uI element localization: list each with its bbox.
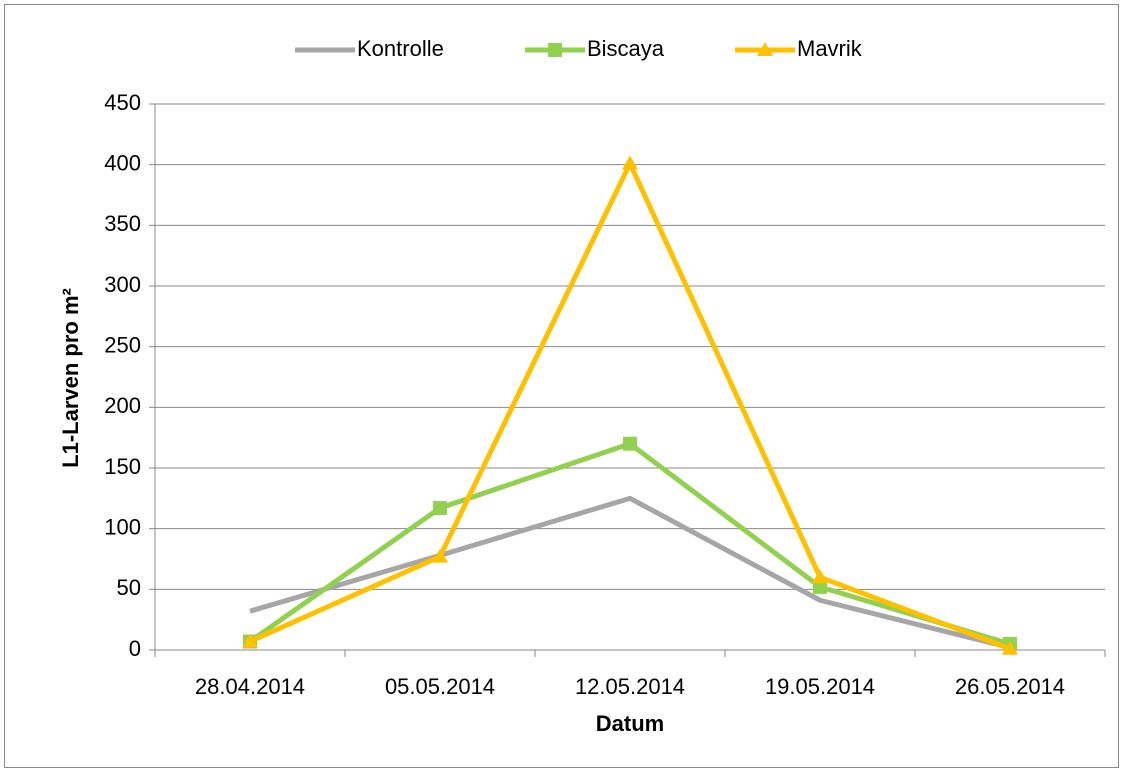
point-marker bbox=[432, 548, 448, 563]
y-tick-label: 400 bbox=[104, 150, 141, 175]
series-line bbox=[249, 495, 1011, 650]
x-tick-label: 26.05.2014 bbox=[955, 674, 1065, 699]
legend-marker bbox=[757, 42, 773, 56]
legend-label: Kontrolle bbox=[357, 36, 444, 61]
point-marker bbox=[433, 501, 447, 516]
x-axis-label: Datum bbox=[596, 711, 664, 736]
point-marker bbox=[1002, 640, 1018, 655]
y-tick-label: 350 bbox=[104, 211, 141, 236]
point-marker bbox=[242, 633, 258, 648]
point-marker bbox=[622, 155, 638, 170]
legend-label: Biscaya bbox=[587, 36, 665, 61]
y-axis-label: L1-Larven pro m² bbox=[58, 288, 83, 468]
x-tick-label: 05.05.2014 bbox=[385, 674, 495, 699]
x-tick-label: 28.04.2014 bbox=[195, 674, 305, 699]
legend-label: Mavrik bbox=[797, 36, 863, 61]
chart-border bbox=[4, 4, 1119, 768]
y-tick-label: 200 bbox=[104, 393, 141, 418]
y-tick-label: 250 bbox=[104, 332, 141, 357]
point-marker bbox=[623, 436, 637, 451]
x-tick-label: 19.05.2014 bbox=[765, 674, 875, 699]
y-tick-label: 150 bbox=[104, 454, 141, 479]
y-tick-label: 300 bbox=[104, 272, 141, 297]
y-tick-label: 50 bbox=[117, 575, 141, 600]
point-marker bbox=[812, 569, 828, 584]
y-tick-label: 100 bbox=[104, 514, 141, 539]
legend-marker bbox=[548, 43, 562, 57]
x-tick-label: 12.05.2014 bbox=[575, 674, 685, 699]
y-tick-label: 0 bbox=[129, 636, 141, 661]
y-tick-label: 450 bbox=[104, 90, 141, 115]
point-marker bbox=[813, 579, 827, 594]
